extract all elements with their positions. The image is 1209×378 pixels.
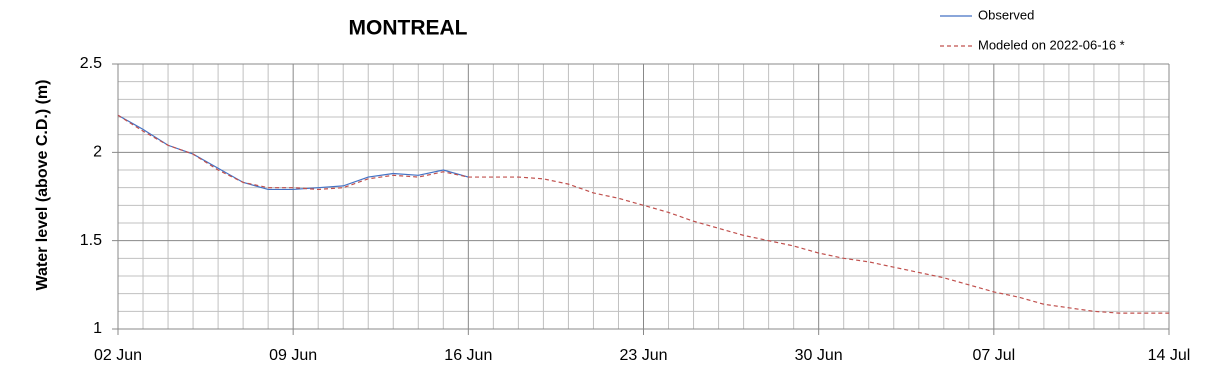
x-tick-label: 07 Jul — [972, 347, 1015, 364]
y-tick-label: 1.5 — [80, 232, 102, 249]
y-tick-label: 2 — [93, 144, 102, 161]
series-line — [117, 114, 469, 191]
x-tick-label: 02 Jun — [94, 347, 142, 364]
y-tick-label: 2.5 — [80, 55, 102, 72]
x-tick-label: 30 Jun — [795, 347, 843, 364]
y-axis-label: Water level (above C.D.) (m) — [34, 79, 51, 291]
legend-label: Observed — [978, 7, 1034, 22]
series-line — [117, 114, 1169, 314]
legend-label: Modeled on 2022-06-16 * — [978, 37, 1125, 52]
x-tick-label: 09 Jun — [269, 347, 317, 364]
chart-title: MONTREAL — [349, 17, 468, 40]
x-tick-label: 23 Jun — [619, 347, 667, 364]
y-tick-label: 1 — [93, 320, 102, 337]
x-tick-label: 16 Jun — [444, 347, 492, 364]
x-tick-label: 14 Jul — [1148, 347, 1191, 364]
